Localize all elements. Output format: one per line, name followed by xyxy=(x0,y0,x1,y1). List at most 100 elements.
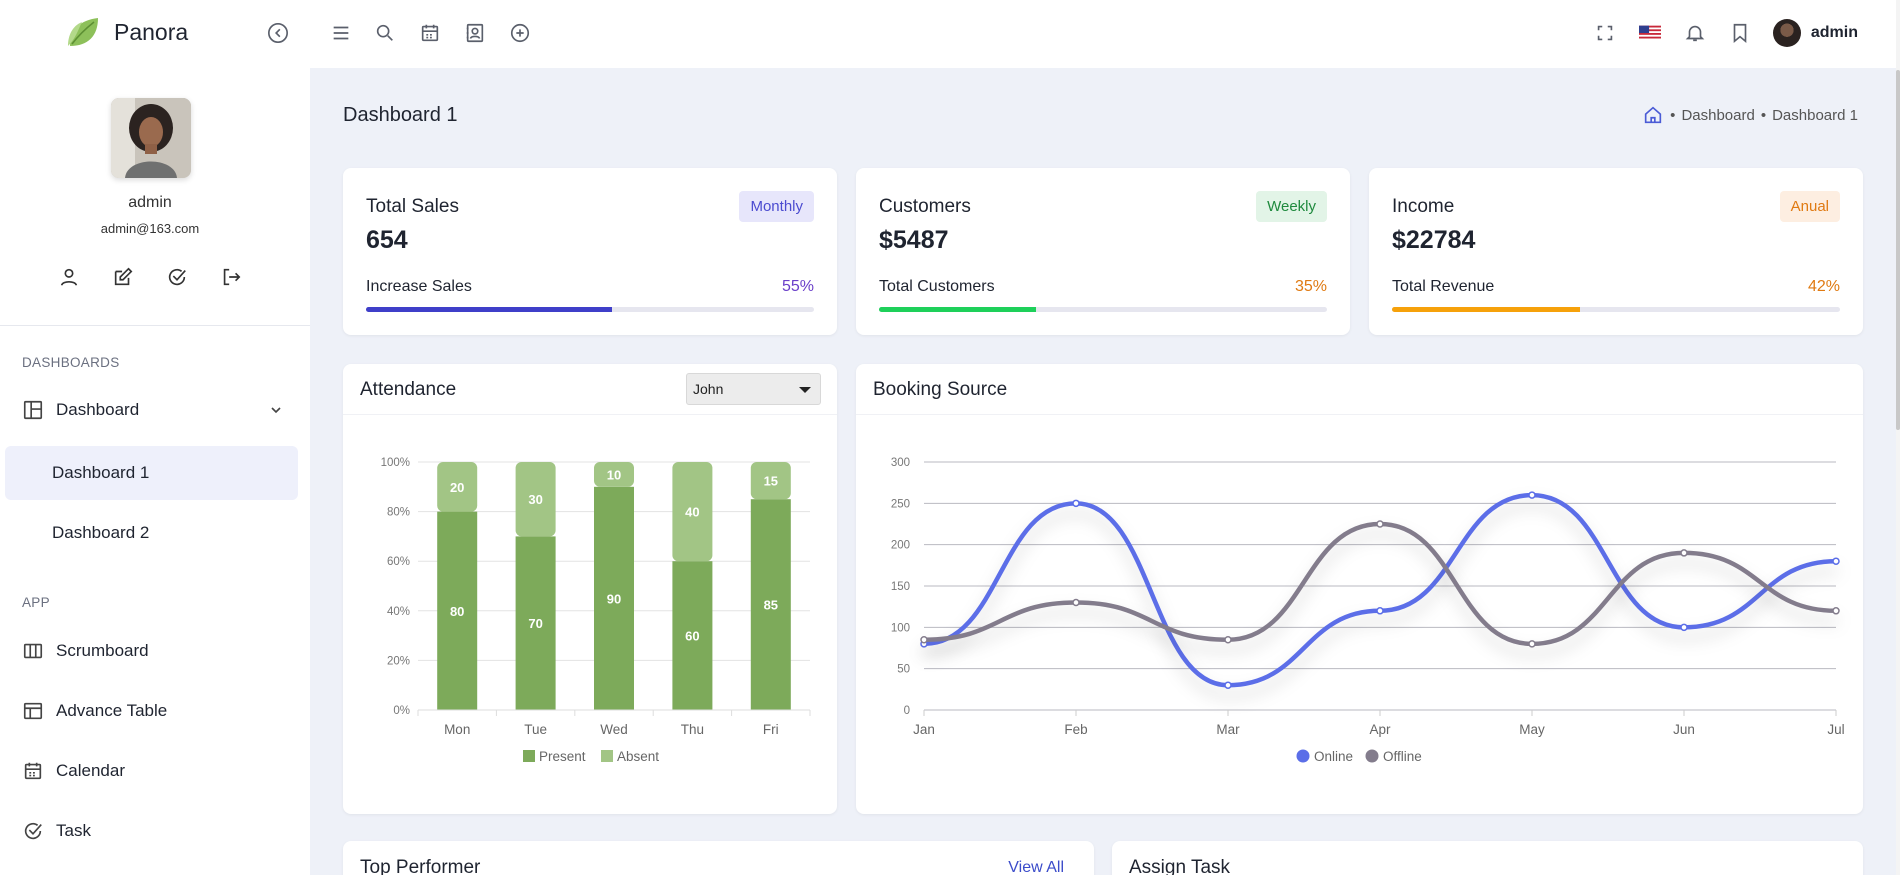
data-point-offline xyxy=(1224,635,1232,644)
data-point-online xyxy=(1832,557,1840,565)
sidebar-item-dashboard[interactable]: Dashboard xyxy=(22,399,284,421)
sidebar-item-task[interactable]: Task xyxy=(22,820,91,842)
brand[interactable]: Panora xyxy=(66,16,188,48)
card-title: Booking Source xyxy=(873,379,1008,400)
bar-data-label: 85 xyxy=(764,598,778,613)
bookmark-icon[interactable] xyxy=(1727,20,1753,46)
columns-icon xyxy=(23,643,43,659)
breadcrumb-dashboard[interactable]: Dashboard xyxy=(1681,106,1755,124)
attendance-chart: 0% 20% 40% 60% 80% 100% 80 20 Mon 70 30 Tue 90 10 Wed 6… xyxy=(381,457,811,764)
menu-icon[interactable] xyxy=(328,20,354,46)
y-tick-label: 20% xyxy=(387,655,410,667)
top-performer-card: Top Performer View All xyxy=(343,841,1094,875)
card-title: Top Performer xyxy=(360,857,481,875)
profile-photo xyxy=(111,98,191,178)
y-tick-label: 250 xyxy=(891,498,910,510)
stat-percent: 55% xyxy=(781,278,814,295)
y-tick-label: 0 xyxy=(904,705,910,717)
bar-data-label: 60 xyxy=(685,629,699,644)
stat-percent: 42% xyxy=(1807,278,1840,295)
edit-icon[interactable] xyxy=(112,266,134,288)
add-circle-icon[interactable] xyxy=(507,20,533,46)
booking-source-card: Booking Source 0 50 100 150 200 250 300 Jan Feb M… xyxy=(856,364,1863,814)
divider xyxy=(0,325,310,326)
profile-name: admin xyxy=(128,194,172,211)
bar-data-label: 15 xyxy=(764,474,778,489)
data-point-offline xyxy=(1528,640,1536,648)
stat-card-customers: Customers $5487 Weekly Total Customers 3… xyxy=(856,168,1350,335)
top-bar: Panora admin xyxy=(0,0,1900,68)
check-circle-icon xyxy=(24,822,42,840)
x-tick-label: Jun xyxy=(1673,722,1695,737)
stat-title: Total Sales xyxy=(366,196,459,217)
fullscreen-icon[interactable] xyxy=(1592,20,1618,46)
sidebar-item-advance-table[interactable]: Advance Table xyxy=(22,700,167,722)
employee-select[interactable]: John xyxy=(686,373,821,405)
bar-present xyxy=(515,536,556,710)
bell-icon[interactable] xyxy=(1682,20,1708,46)
x-tick-label: Fri xyxy=(763,722,779,737)
contacts-icon[interactable] xyxy=(462,20,488,46)
stat-title: Customers xyxy=(879,196,971,217)
y-tick-label: 100% xyxy=(381,457,410,469)
bar-data-label: 90 xyxy=(607,591,621,606)
sidebar-item-dashboard-1[interactable]: Dashboard 1 xyxy=(5,446,298,500)
x-tick-label: Feb xyxy=(1064,722,1087,737)
data-point-online xyxy=(1528,491,1536,499)
legend-label: Absent xyxy=(617,749,659,764)
stat-title: Income xyxy=(1392,196,1455,217)
search-icon[interactable] xyxy=(372,20,398,46)
calendar-icon[interactable] xyxy=(417,20,443,46)
x-tick-label: May xyxy=(1519,722,1545,737)
avatar xyxy=(1772,19,1801,47)
x-tick-label: Jan xyxy=(913,722,935,737)
scrollbar[interactable] xyxy=(1896,0,1900,875)
bar-absent xyxy=(515,462,556,537)
sidebar: admin admin@163.com DASHBOARDS Dashboard… xyxy=(0,68,310,875)
y-tick-label: 300 xyxy=(891,457,910,469)
stat-value: 654 xyxy=(366,226,408,254)
y-tick-label: 80% xyxy=(387,507,410,519)
sidebar-item-calendar[interactable]: Calendar xyxy=(22,760,125,782)
data-point-offline xyxy=(1376,520,1384,528)
data-point-online xyxy=(1224,681,1232,689)
sidebar-item-dashboard-2[interactable]: Dashboard 2 xyxy=(52,523,150,542)
page-title: Dashboard 1 xyxy=(343,104,458,126)
data-point-online xyxy=(1376,607,1384,615)
legend-marker-online xyxy=(1296,749,1310,763)
sidebar-item-scrumboard[interactable]: Scrumboard xyxy=(22,640,149,662)
bar-present xyxy=(437,511,478,710)
bar-absent xyxy=(594,462,634,487)
progress-bar xyxy=(366,307,814,312)
data-point-offline xyxy=(1072,598,1080,607)
sidebar-item-label: Advance Table xyxy=(56,701,168,720)
x-tick-label: Apr xyxy=(1369,722,1391,737)
collapse-sidebar-icon[interactable] xyxy=(265,20,291,46)
breadcrumb-current: Dashboard 1 xyxy=(1772,106,1858,124)
data-point-offline xyxy=(1832,607,1840,615)
x-tick-label: Wed xyxy=(600,722,628,737)
us-flag-icon[interactable] xyxy=(1637,20,1663,46)
stat-value: $22784 xyxy=(1392,226,1476,254)
chevron-down-icon xyxy=(271,407,281,414)
period-badge[interactable]: Anual xyxy=(1779,191,1840,222)
stat-card-income: Income $22784 Anual Total Revenue 42% xyxy=(1369,168,1863,335)
card-title: Attendance xyxy=(360,379,457,400)
period-badge[interactable]: Monthly xyxy=(739,191,814,222)
scrollbar-thumb[interactable] xyxy=(1896,70,1900,430)
logout-icon[interactable] xyxy=(220,266,242,288)
select-value: John xyxy=(693,381,724,397)
progress-fill xyxy=(1392,307,1581,312)
view-all-link[interactable]: View All xyxy=(1008,859,1064,875)
user-menu[interactable]: admin xyxy=(1772,19,1858,47)
period-badge[interactable]: Weekly xyxy=(1256,191,1327,222)
bar-data-label: 80 xyxy=(450,604,464,619)
breadcrumb: • Dashboard • Dashboard 1 xyxy=(1642,104,1858,126)
profile-email: admin@163.com xyxy=(100,221,200,236)
data-point-offline xyxy=(920,635,928,644)
check-circle-icon[interactable] xyxy=(166,266,188,288)
user-profile-icon[interactable] xyxy=(58,266,80,288)
home-icon[interactable] xyxy=(1642,104,1664,126)
x-tick-label: Tue xyxy=(524,722,547,737)
progress-bar xyxy=(879,307,1327,312)
